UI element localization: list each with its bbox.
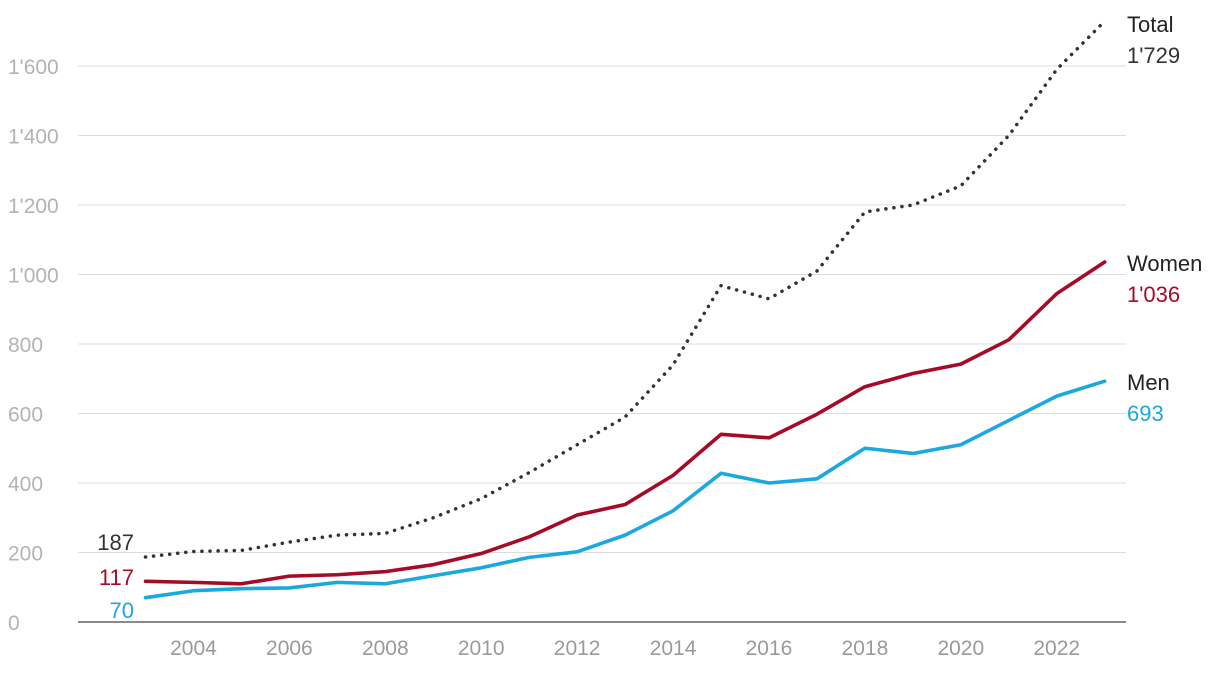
- series-lines: [143, 19, 1107, 600]
- series-labels: 187 117 70 Total 1'729 Women 1'036 Men 693: [97, 12, 1202, 623]
- x-tick-label: 2008: [362, 637, 409, 660]
- x-tick-label: 2022: [1033, 637, 1080, 660]
- y-tick-label: 200: [8, 543, 43, 566]
- start-value-men: 70: [110, 598, 134, 623]
- start-value-women: 117: [99, 565, 134, 590]
- end-value-women: 1'036: [1127, 282, 1180, 307]
- x-tick-label: 2014: [650, 637, 697, 660]
- y-tick-label: 1'000: [8, 265, 59, 288]
- y-tick-label: 400: [8, 473, 43, 496]
- y-tick-label: 1'400: [8, 126, 59, 149]
- series-name-total: Total: [1127, 12, 1173, 37]
- x-axis-ticks: 2004 2006 2008 2010 2012 2014 2016 2018 2020 2022: [170, 637, 1080, 660]
- x-tick-label: 2004: [170, 637, 217, 660]
- y-tick-label: 600: [8, 404, 43, 427]
- gridlines: [78, 65, 1126, 623]
- x-tick-label: 2006: [266, 637, 313, 660]
- y-tick-label: 1'600: [8, 56, 59, 79]
- end-value-men: 693: [1127, 401, 1164, 426]
- series-name-women: Women: [1127, 251, 1202, 276]
- series-line-total: [143, 19, 1107, 559]
- x-tick-label: 2018: [842, 637, 889, 660]
- series-line-men: [143, 379, 1107, 600]
- y-tick-label: 0: [8, 612, 20, 635]
- start-value-total: 187: [97, 530, 134, 555]
- x-tick-label: 2010: [458, 637, 505, 660]
- y-tick-label: 800: [8, 334, 43, 357]
- end-value-total: 1'729: [1127, 43, 1180, 68]
- y-tick-label: 1'200: [8, 195, 59, 218]
- series-name-men: Men: [1127, 370, 1170, 395]
- series-line-women: [143, 260, 1107, 586]
- y-axis-ticks: 0 200 400 600 800 1'000 1'200 1'400 1'600: [8, 56, 59, 635]
- x-tick-label: 2012: [554, 637, 601, 660]
- x-tick-label: 2016: [746, 637, 793, 660]
- x-tick-label: 2020: [937, 637, 984, 660]
